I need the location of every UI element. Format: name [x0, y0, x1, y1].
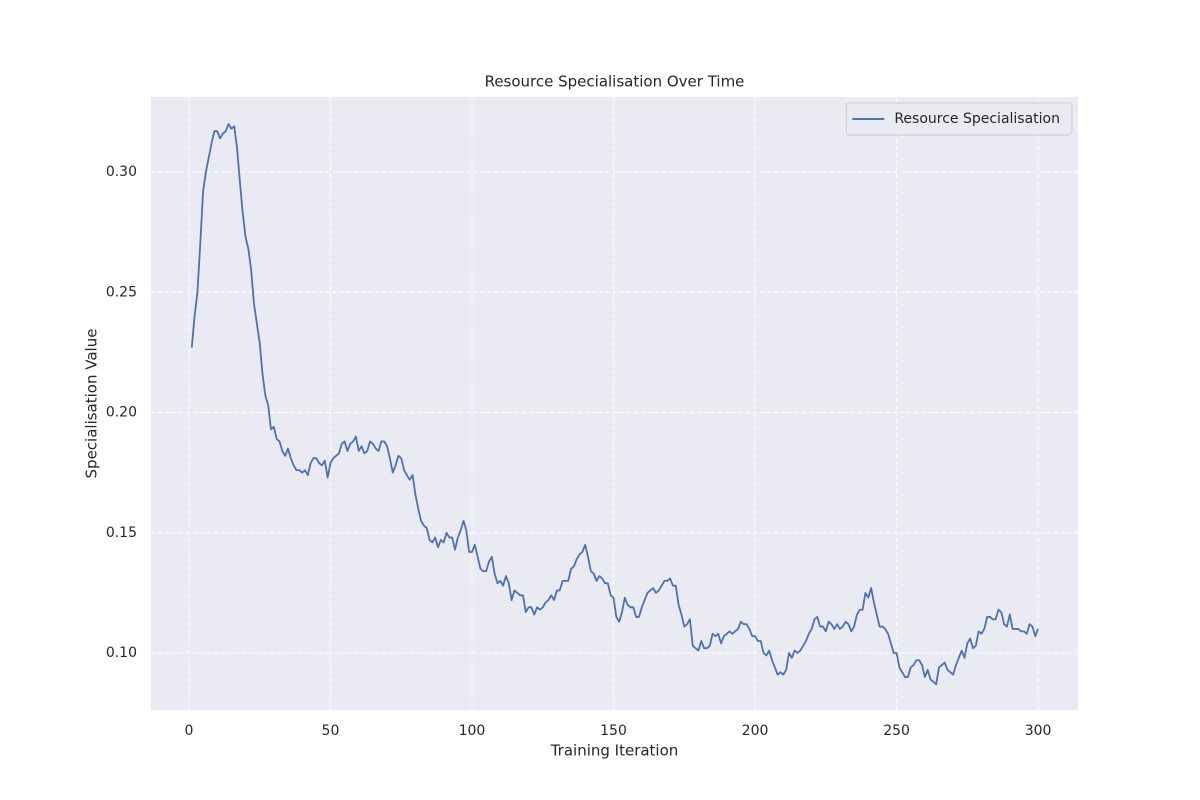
- y-tick-label: 0.15: [106, 525, 137, 541]
- x-tick-label: 50: [322, 723, 340, 739]
- y-tick-label: 0.10: [106, 645, 137, 661]
- x-axis-label: Training Iteration: [550, 742, 679, 760]
- x-tick-label: 150: [600, 723, 627, 739]
- y-tick-label: 0.25: [106, 284, 137, 300]
- y-axis-label: Specialisation Value: [83, 329, 101, 479]
- data-line: [190, 123, 1039, 686]
- x-tick-label: 250: [883, 723, 910, 739]
- x-tick-label: 0: [184, 723, 193, 739]
- x-tick-label: 300: [1025, 723, 1052, 739]
- plot-area: [151, 97, 1078, 710]
- y-tick-label: 0.30: [106, 164, 137, 180]
- y-tick-label: 0.20: [106, 405, 137, 421]
- chart-title: Resource Specialisation Over Time: [485, 73, 745, 91]
- x-tick-label: 100: [459, 723, 486, 739]
- legend-label: Resource Specialisation: [894, 111, 1060, 127]
- legend-box: [845, 102, 1073, 136]
- x-tick-label: 200: [742, 723, 769, 739]
